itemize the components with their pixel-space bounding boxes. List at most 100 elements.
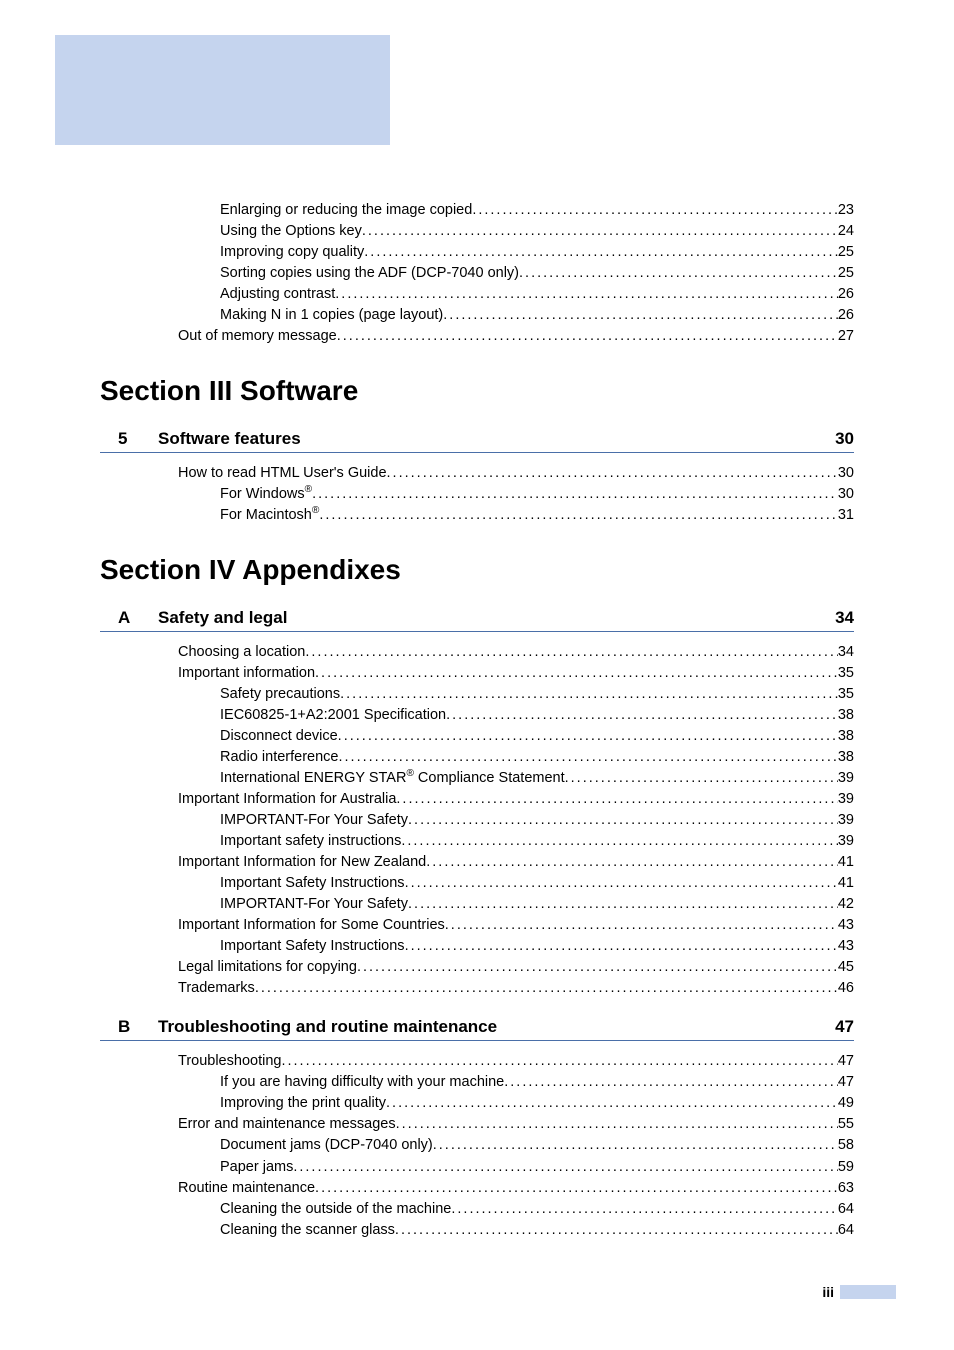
toc-entry-page: 39 [838,831,854,852]
toc-leader-dots [312,484,838,505]
toc-entry[interactable]: Important Information for Australia39 [100,789,854,810]
toc-entry[interactable]: International ENERGY STAR® Compliance St… [100,768,854,789]
content-area: Enlarging or reducing the image copied23… [0,170,954,1241]
chapter-a-row[interactable]: A Safety and legal 34 [100,608,854,632]
toc-entry[interactable]: If you are having difficulty with your m… [100,1072,854,1093]
toc-entry-label: IEC60825-1+A2:2001 Specification [220,705,446,726]
toc-entry[interactable]: Document jams (DCP-7040 only)58 [100,1135,854,1156]
toc-leader-dots [408,810,838,831]
toc-entry[interactable]: Routine maintenance63 [100,1178,854,1199]
toc-entry[interactable]: Paper jams59 [100,1157,854,1178]
toc-entry[interactable]: Disconnect device38 [100,726,854,747]
toc-entry[interactable]: Cleaning the scanner glass 64 [100,1220,854,1241]
toc-entry[interactable]: Important Safety Instructions 41 [100,873,854,894]
toc-entry-page: 35 [838,684,854,705]
toc-entry[interactable]: Important information 35 [100,663,854,684]
toc-entry-page: 26 [838,284,854,305]
chapter-5-row[interactable]: 5 Software features 30 [100,429,854,453]
toc-entry[interactable]: Radio interference38 [100,747,854,768]
toc-leader-dots [504,1072,838,1093]
toc-entry[interactable]: Choosing a location34 [100,642,854,663]
toc-entry[interactable]: How to read HTML User's Guide30 [100,463,854,484]
toc-entry[interactable]: Improving the print quality49 [100,1093,854,1114]
toc-leader-dots [335,284,838,305]
toc-entry[interactable]: Important Information for New Zealand41 [100,852,854,873]
toc-entry[interactable]: Trademarks46 [100,978,854,999]
toc-entry-page: 39 [838,768,854,789]
toc-entry[interactable]: Out of memory message27 [100,326,854,347]
toc-entry[interactable]: Important Safety Instructions43 [100,936,854,957]
toc-leader-dots [519,263,838,284]
toc-entry[interactable]: Important Information for Some Countries… [100,915,854,936]
toc-entry-label: Document jams (DCP-7040 only) [220,1135,433,1156]
toc-entry-label: Important Information for New Zealand [178,852,426,873]
toc-leader-dots [405,873,838,894]
toc-entry[interactable]: Improving copy quality25 [100,242,854,263]
toc-entry-page: 49 [838,1093,854,1114]
toc-leader-dots [405,936,838,957]
chapter-title: Troubleshooting and routine maintenance [158,1017,835,1037]
chapter-b-row[interactable]: B Troubleshooting and routine maintenanc… [100,1017,854,1041]
toc-leader-dots [255,978,838,999]
toc-entry-label: Using the Options key [220,221,362,242]
toc-entry-page: 46 [838,978,854,999]
toc-entry-page: 23 [838,200,854,221]
toc-entry[interactable]: Adjusting contrast 26 [100,284,854,305]
toc-entry[interactable]: IMPORTANT-For Your Safety39 [100,810,854,831]
toc-entry-label: Adjusting contrast [220,284,335,305]
toc-leader-dots [445,915,838,936]
toc-entry-label: Important information [178,663,315,684]
toc-entry[interactable]: Cleaning the outside of the machine64 [100,1199,854,1220]
toc-entry-page: 55 [838,1114,854,1135]
toc-leader-dots [395,1220,838,1241]
toc-entry[interactable]: Important safety instructions39 [100,831,854,852]
toc-leader-dots [364,242,838,263]
toc-leader-dots [315,1178,838,1199]
toc-entry-label: For Macintosh® [220,505,319,526]
toc-entry-label: Important Safety Instructions [220,873,405,894]
toc-entry-page: 35 [838,663,854,684]
toc-entry-page: 42 [838,894,854,915]
toc-entry-label: Out of memory message [178,326,337,347]
chapter-a-toc: Choosing a location34Important informati… [100,642,854,999]
toc-leader-dots [446,705,838,726]
toc-entry[interactable]: Safety precautions 35 [100,684,854,705]
toc-entry-page: 63 [838,1178,854,1199]
toc-entry-label: Cleaning the scanner glass [220,1220,395,1241]
toc-entry-page: 41 [838,873,854,894]
toc-entry[interactable]: Enlarging or reducing the image copied23 [100,200,854,221]
toc-entry[interactable]: For Windows®30 [100,484,854,505]
chapter-number: 5 [100,429,158,449]
toc-entry[interactable]: Sorting copies using the ADF (DCP-7040 o… [100,263,854,284]
toc-entry-label: IMPORTANT-For Your Safety [220,810,408,831]
toc-leader-dots [387,463,838,484]
toc-leader-dots [338,726,838,747]
toc-entry-page: 25 [838,263,854,284]
toc-entry[interactable]: Legal limitations for copying45 [100,957,854,978]
toc-entry-label: Disconnect device [220,726,338,747]
header-accent-block [55,35,390,145]
toc-continuation-block: Enlarging or reducing the image copied23… [100,200,854,347]
chapter-title: Software features [158,429,835,449]
toc-entry[interactable]: Making N in 1 copies (page layout)26 [100,305,854,326]
toc-entry[interactable]: For Macintosh®31 [100,505,854,526]
toc-leader-dots [305,642,837,663]
toc-entry-page: 47 [838,1051,854,1072]
toc-entry-page: 64 [838,1220,854,1241]
page-number: iii [822,1284,834,1300]
toc-entry[interactable]: Using the Options key 24 [100,221,854,242]
toc-entry-label: IMPORTANT-For Your Safety [220,894,408,915]
toc-entry[interactable]: IEC60825-1+A2:2001 Specification38 [100,705,854,726]
toc-leader-dots [396,789,837,810]
chapter-number: A [100,608,158,628]
toc-entry-page: 64 [838,1199,854,1220]
toc-entry[interactable]: IMPORTANT-For Your Safety 42 [100,894,854,915]
toc-entry-page: 24 [838,221,854,242]
toc-entry-label: Safety precautions [220,684,340,705]
toc-entry-label: Improving copy quality [220,242,364,263]
toc-entry[interactable]: Error and maintenance messages55 [100,1114,854,1135]
toc-leader-dots [443,305,838,326]
toc-entry[interactable]: Troubleshooting47 [100,1051,854,1072]
toc-entry-page: 39 [838,789,854,810]
toc-entry-label: Radio interference [220,747,339,768]
